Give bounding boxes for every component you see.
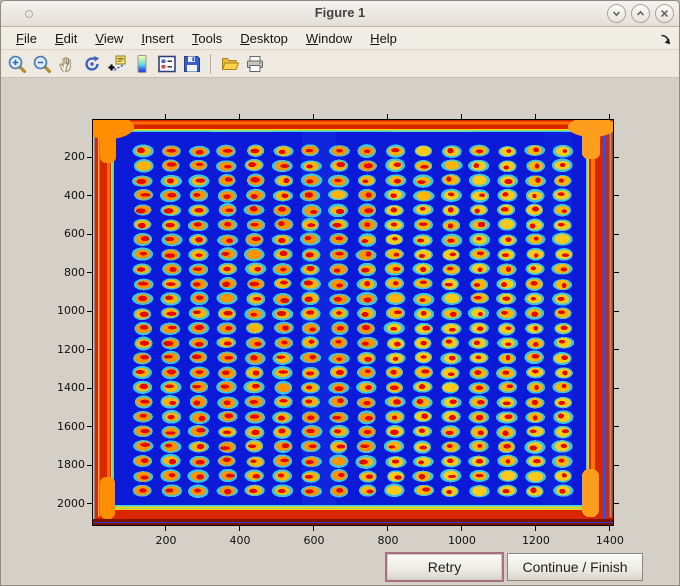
x-tick-label: 400	[229, 534, 251, 547]
insert-legend-icon	[157, 55, 176, 72]
open-file-button[interactable]	[217, 52, 242, 76]
x-tick-mark	[461, 526, 463, 531]
x-tick-mark	[387, 526, 389, 531]
menu-item-view[interactable]: View	[95, 30, 124, 46]
x-tick-mark-top	[387, 114, 389, 119]
x-tick-mark-top	[609, 114, 611, 119]
y-tick-label: 400	[64, 188, 85, 202]
y-tick-mark	[87, 233, 92, 235]
x-tick-mark	[535, 526, 537, 531]
y-tick-mark	[87, 503, 92, 505]
menu-item-file[interactable]: File	[16, 30, 37, 46]
y-tick-mark	[87, 349, 92, 351]
data-cursor-icon	[108, 55, 125, 71]
x-tick-label: 800	[377, 534, 399, 547]
figure-canvas: Retry Continue / Finish 200 400 600 800 1000…	[1, 78, 679, 585]
print-figure-button[interactable]	[242, 52, 267, 76]
toolbar-separator	[210, 53, 211, 74]
menu-item-insert[interactable]: Insert	[141, 30, 174, 46]
y-tick-mark-right	[614, 503, 619, 505]
figure-toolbar	[1, 50, 679, 78]
menu-item-window[interactable]: Window	[305, 30, 353, 46]
zoom-in-icon	[8, 55, 26, 73]
x-tick-mark-top	[461, 114, 463, 119]
menu-item-edit[interactable]: Edit	[54, 30, 78, 46]
zoom-out-icon	[33, 55, 51, 73]
x-tick-label: 200	[155, 534, 177, 547]
window-icon	[25, 10, 33, 18]
y-tick-mark	[87, 156, 92, 158]
window-title: Figure 1	[314, 5, 366, 20]
open-file-icon	[221, 57, 239, 70]
y-tick-label: 2000	[57, 496, 85, 510]
continue-finish-button[interactable]: Continue / Finish	[507, 553, 643, 581]
menu-item-tools[interactable]: Tools	[191, 30, 223, 46]
y-tick-mark-right	[614, 195, 619, 197]
y-tick-label: 1600	[57, 419, 85, 433]
y-tick-label: 800	[64, 265, 85, 279]
x-tick-mark	[239, 526, 241, 531]
y-tick-mark	[87, 387, 92, 389]
minimize-button[interactable]	[607, 4, 626, 23]
save-figure-button[interactable]	[179, 52, 204, 76]
window-controls	[607, 4, 674, 23]
y-tick-mark-right	[614, 349, 619, 351]
data-cursor-button[interactable]	[104, 52, 129, 76]
title-bar: Figure 1	[1, 1, 679, 27]
x-tick-mark-top	[165, 114, 167, 119]
microarray-image-axes[interactable]	[92, 119, 614, 526]
y-tick-mark	[87, 272, 92, 274]
y-tick-mark	[87, 195, 92, 197]
y-tick-mark	[87, 426, 92, 428]
x-tick-label: 1200	[521, 534, 550, 547]
y-tick-label: 200	[64, 150, 85, 164]
y-tick-mark	[87, 310, 92, 312]
pan-button[interactable]	[54, 52, 79, 76]
x-tick-mark-top	[239, 114, 241, 119]
x-tick-mark-top	[313, 114, 315, 119]
x-tick-label: 1000	[447, 534, 476, 547]
save-figure-icon	[183, 55, 200, 72]
zoom-out-button[interactable]	[29, 52, 54, 76]
x-tick-mark	[609, 526, 611, 531]
x-tick-mark	[165, 526, 167, 531]
insert-colorbar-button[interactable]	[129, 52, 154, 76]
y-tick-mark-right	[614, 233, 619, 235]
y-tick-mark-right	[614, 387, 619, 389]
rotate-3d-icon	[84, 55, 99, 71]
pan-icon	[59, 56, 71, 72]
y-tick-mark-right	[614, 426, 619, 428]
y-tick-mark-right	[614, 310, 619, 312]
print-figure-icon	[246, 55, 263, 72]
close-button[interactable]	[655, 4, 674, 23]
menu-item-desktop[interactable]: Desktop	[240, 30, 288, 46]
insert-legend-button[interactable]	[154, 52, 179, 76]
x-tick-mark	[313, 526, 315, 531]
y-tick-label: 1000	[57, 304, 85, 318]
y-tick-mark-right	[614, 464, 619, 466]
x-tick-mark-top	[535, 114, 537, 119]
x-tick-label: 600	[303, 534, 325, 547]
retry-button[interactable]: Retry	[385, 552, 504, 582]
y-tick-label: 1400	[57, 381, 85, 395]
dock-figure-arrow-icon[interactable]	[659, 32, 671, 50]
menu-bar: File Edit View Insert Tools Desktop Window Help	[1, 27, 679, 50]
y-tick-label: 600	[64, 227, 85, 241]
y-tick-label: 1200	[57, 342, 85, 356]
microarray-spot-grid	[131, 144, 575, 498]
x-tick-label: 1400	[595, 534, 624, 547]
y-tick-mark-right	[614, 156, 619, 158]
zoom-in-button[interactable]	[4, 52, 29, 76]
y-tick-mark	[87, 464, 92, 466]
rotate-3d-button[interactable]	[79, 52, 104, 76]
maximize-button[interactable]	[631, 4, 650, 23]
y-tick-label: 1800	[57, 458, 85, 472]
menu-item-help[interactable]: Help	[370, 30, 397, 46]
y-tick-mark-right	[614, 272, 619, 274]
insert-colorbar-icon	[137, 54, 146, 73]
